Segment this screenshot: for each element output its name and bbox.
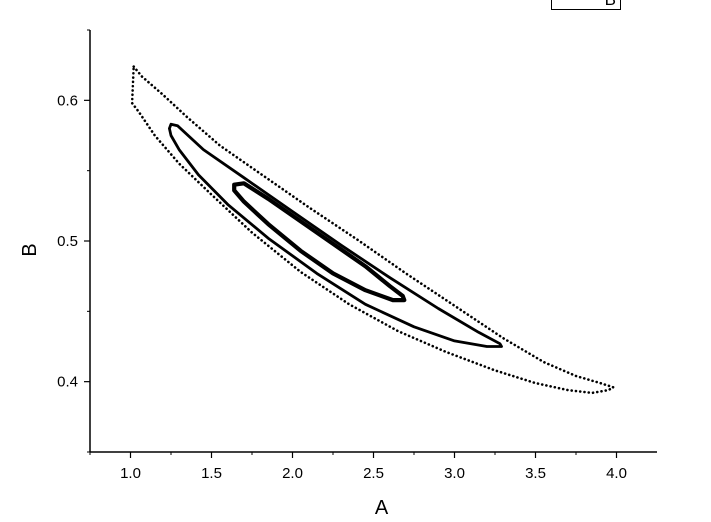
x-tick-label: 1.0 [120,465,141,482]
x-tick-label: 1.5 [201,465,222,482]
y-axis-label: B [19,243,41,256]
y-tick-label: 0.6 [57,92,78,109]
legend-label: B [605,0,616,10]
x-tick-label: 3.5 [525,465,546,482]
series-layer [130,63,617,395]
y-tick-label: 0.5 [57,233,78,250]
series-2-solid-curve [168,122,503,348]
x-tick-label: 3.0 [444,465,465,482]
series-3-thick-curve [232,181,407,303]
y-tick-label: 0.4 [57,374,78,391]
x-tick-label: 2.5 [363,465,384,482]
series-1-dotted-curve [130,63,617,395]
x-tick-label: 2.0 [282,465,303,482]
axes: 1.0 1.5 2.0 2.5 3.0 3.5 4.0 0.4 0.5 0.6 [57,29,657,482]
x-axis-label: A [375,497,389,519]
legend: B [551,0,621,10]
x-tick-label: 4.0 [606,465,627,482]
